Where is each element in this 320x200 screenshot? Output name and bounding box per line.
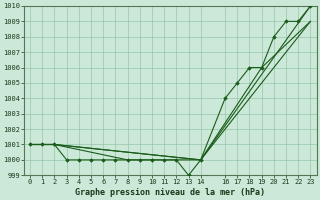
X-axis label: Graphe pression niveau de la mer (hPa): Graphe pression niveau de la mer (hPa)	[75, 188, 265, 197]
